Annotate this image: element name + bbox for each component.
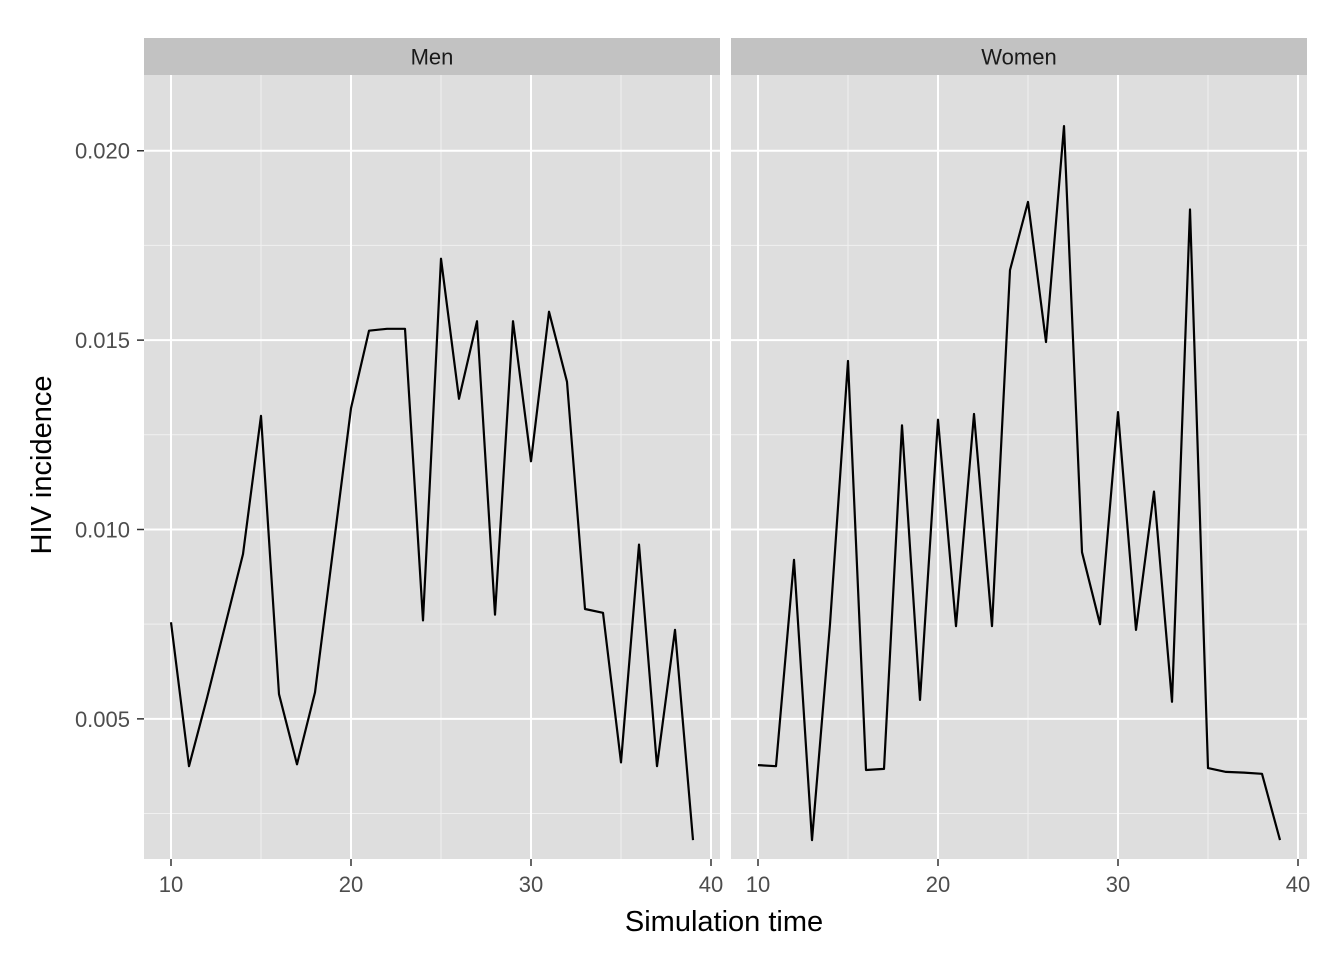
facet-panel: Women 10 20 30 40	[731, 38, 1310, 897]
facet-panel: Men 10 20 30 40	[144, 38, 723, 897]
x-tick-label: 20	[926, 872, 950, 897]
series-line	[757, 124, 1282, 842]
x-tick-label: 30	[519, 872, 543, 897]
x-axis-title: Simulation time	[625, 906, 823, 938]
y-axis-title: HIV incidence	[26, 376, 58, 555]
x-tick-label: 10	[746, 872, 770, 897]
y-tick-label: 0.020	[75, 139, 130, 164]
y-tick-label: 0.015	[75, 328, 130, 353]
panels-layer: Men 10 20 30 40 Women 10 20 30 40	[144, 38, 1310, 897]
plot-background	[731, 75, 1307, 859]
y-axis: 0.005 0.010 0.015 0.020	[75, 139, 144, 732]
facet-strip	[731, 38, 1307, 75]
x-tick-label: 40	[1286, 872, 1310, 897]
y-tick-label: 0.005	[75, 707, 130, 732]
facet-strip	[144, 38, 720, 75]
facet-strip-label: Women	[981, 45, 1056, 70]
x-tick-label: 10	[159, 872, 183, 897]
x-tick-label: 30	[1106, 872, 1130, 897]
y-tick-label: 0.010	[75, 517, 130, 542]
plot-background	[144, 75, 720, 859]
series-line	[169, 257, 695, 841]
x-tick-label: 20	[339, 872, 363, 897]
x-tick-label: 40	[699, 872, 723, 897]
facet-strip-label: Men	[411, 45, 454, 70]
